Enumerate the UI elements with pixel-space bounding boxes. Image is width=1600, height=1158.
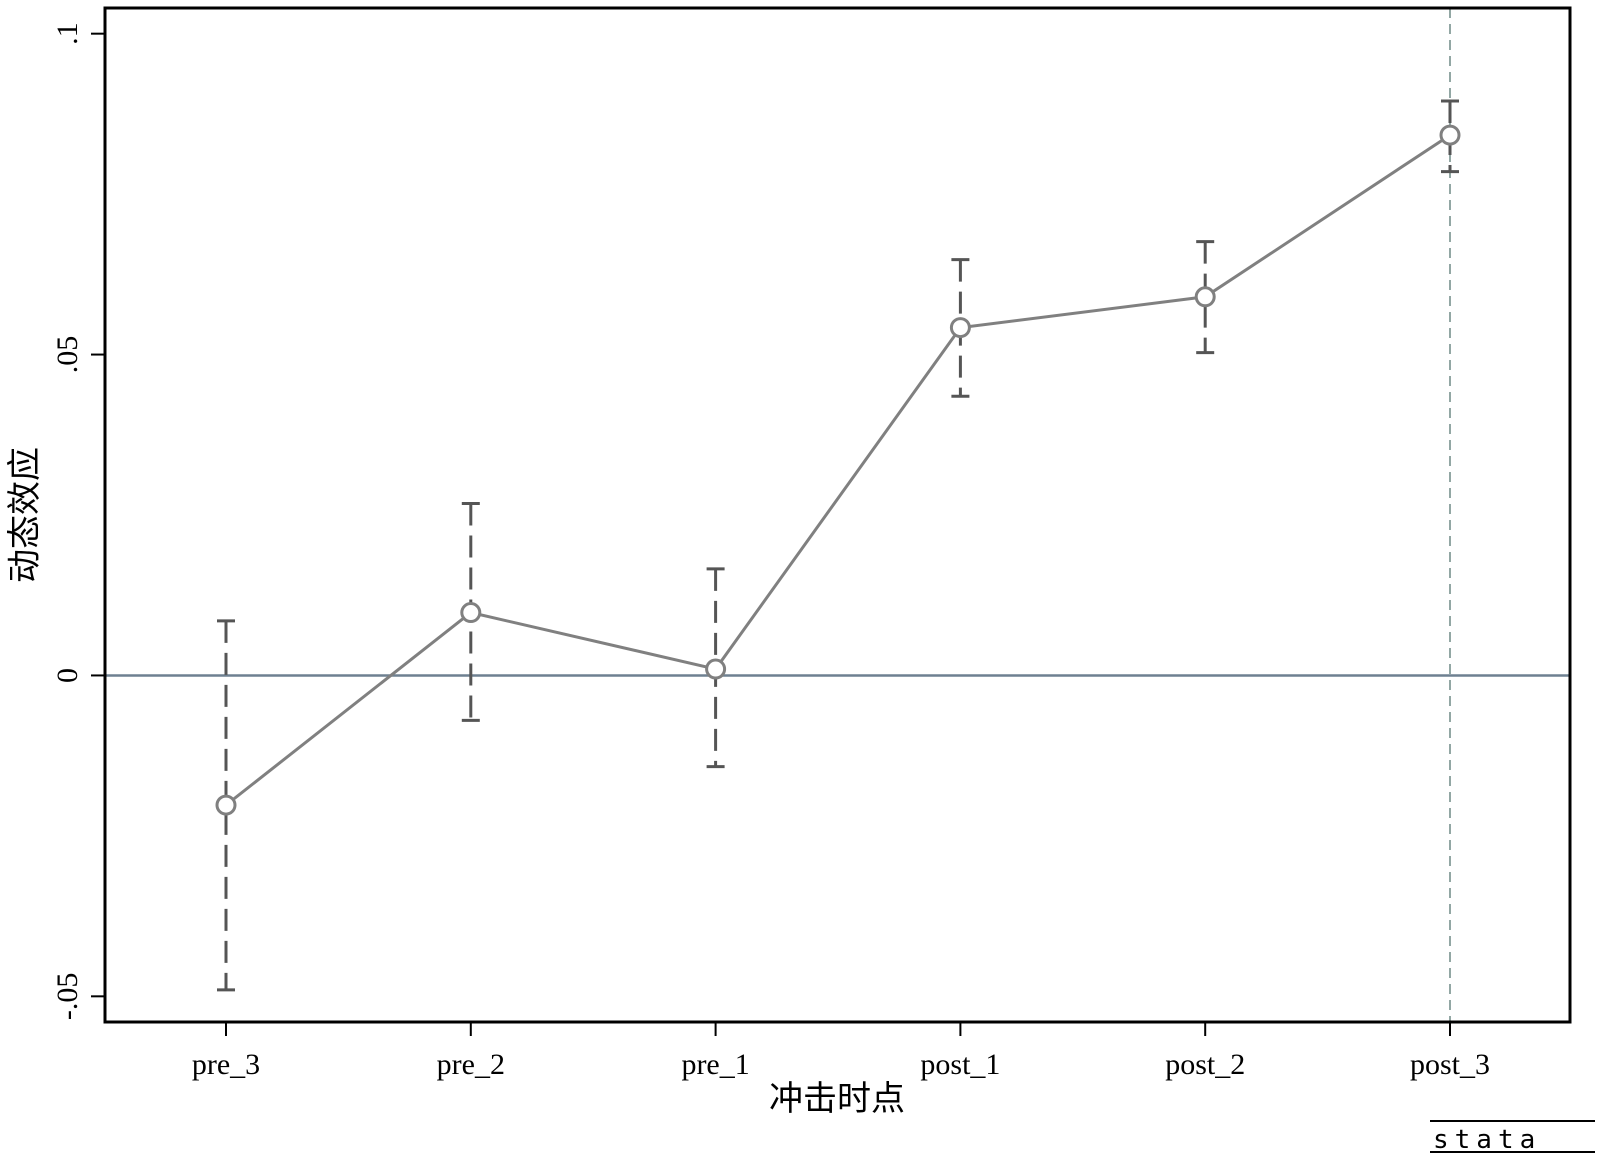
y-axis-title: 动态效应	[5, 447, 45, 583]
x-tick-label: post_3	[1410, 1048, 1490, 1081]
x-tick-label: post_1	[920, 1048, 1000, 1081]
x-tick-label: pre_1	[681, 1048, 749, 1081]
x-tick-label: pre_3	[192, 1048, 260, 1081]
data-point-marker	[215, 794, 237, 816]
x-axis-title: 冲击时点	[769, 1079, 905, 1119]
plot-frame	[103, 6, 1572, 1024]
x-tick-label: post_2	[1165, 1048, 1245, 1081]
y-tick-label: 0	[51, 668, 84, 683]
svg-text:stata: stata	[1433, 1125, 1541, 1155]
y-tick-label: -.05	[51, 973, 84, 1021]
data-point-marker	[1194, 286, 1216, 308]
data-point-marker	[705, 658, 727, 680]
x-axis: pre_3 pre_2 pre_1 post_1 post_2 post_3	[192, 1022, 1490, 1081]
stata-logo: stata	[1430, 1120, 1595, 1155]
data-point-marker	[1439, 124, 1461, 146]
data-point-marker	[460, 602, 482, 624]
y-tick-label: .1	[51, 22, 84, 45]
data-point-marker	[949, 317, 971, 339]
y-axis: -.05 0 .05 .1	[51, 22, 105, 1020]
series-line	[225, 133, 1451, 807]
series	[215, 124, 1461, 816]
y-tick-label: .05	[51, 336, 84, 374]
x-tick-label: pre_2	[437, 1048, 505, 1081]
reference-lines	[105, 8, 1570, 1022]
